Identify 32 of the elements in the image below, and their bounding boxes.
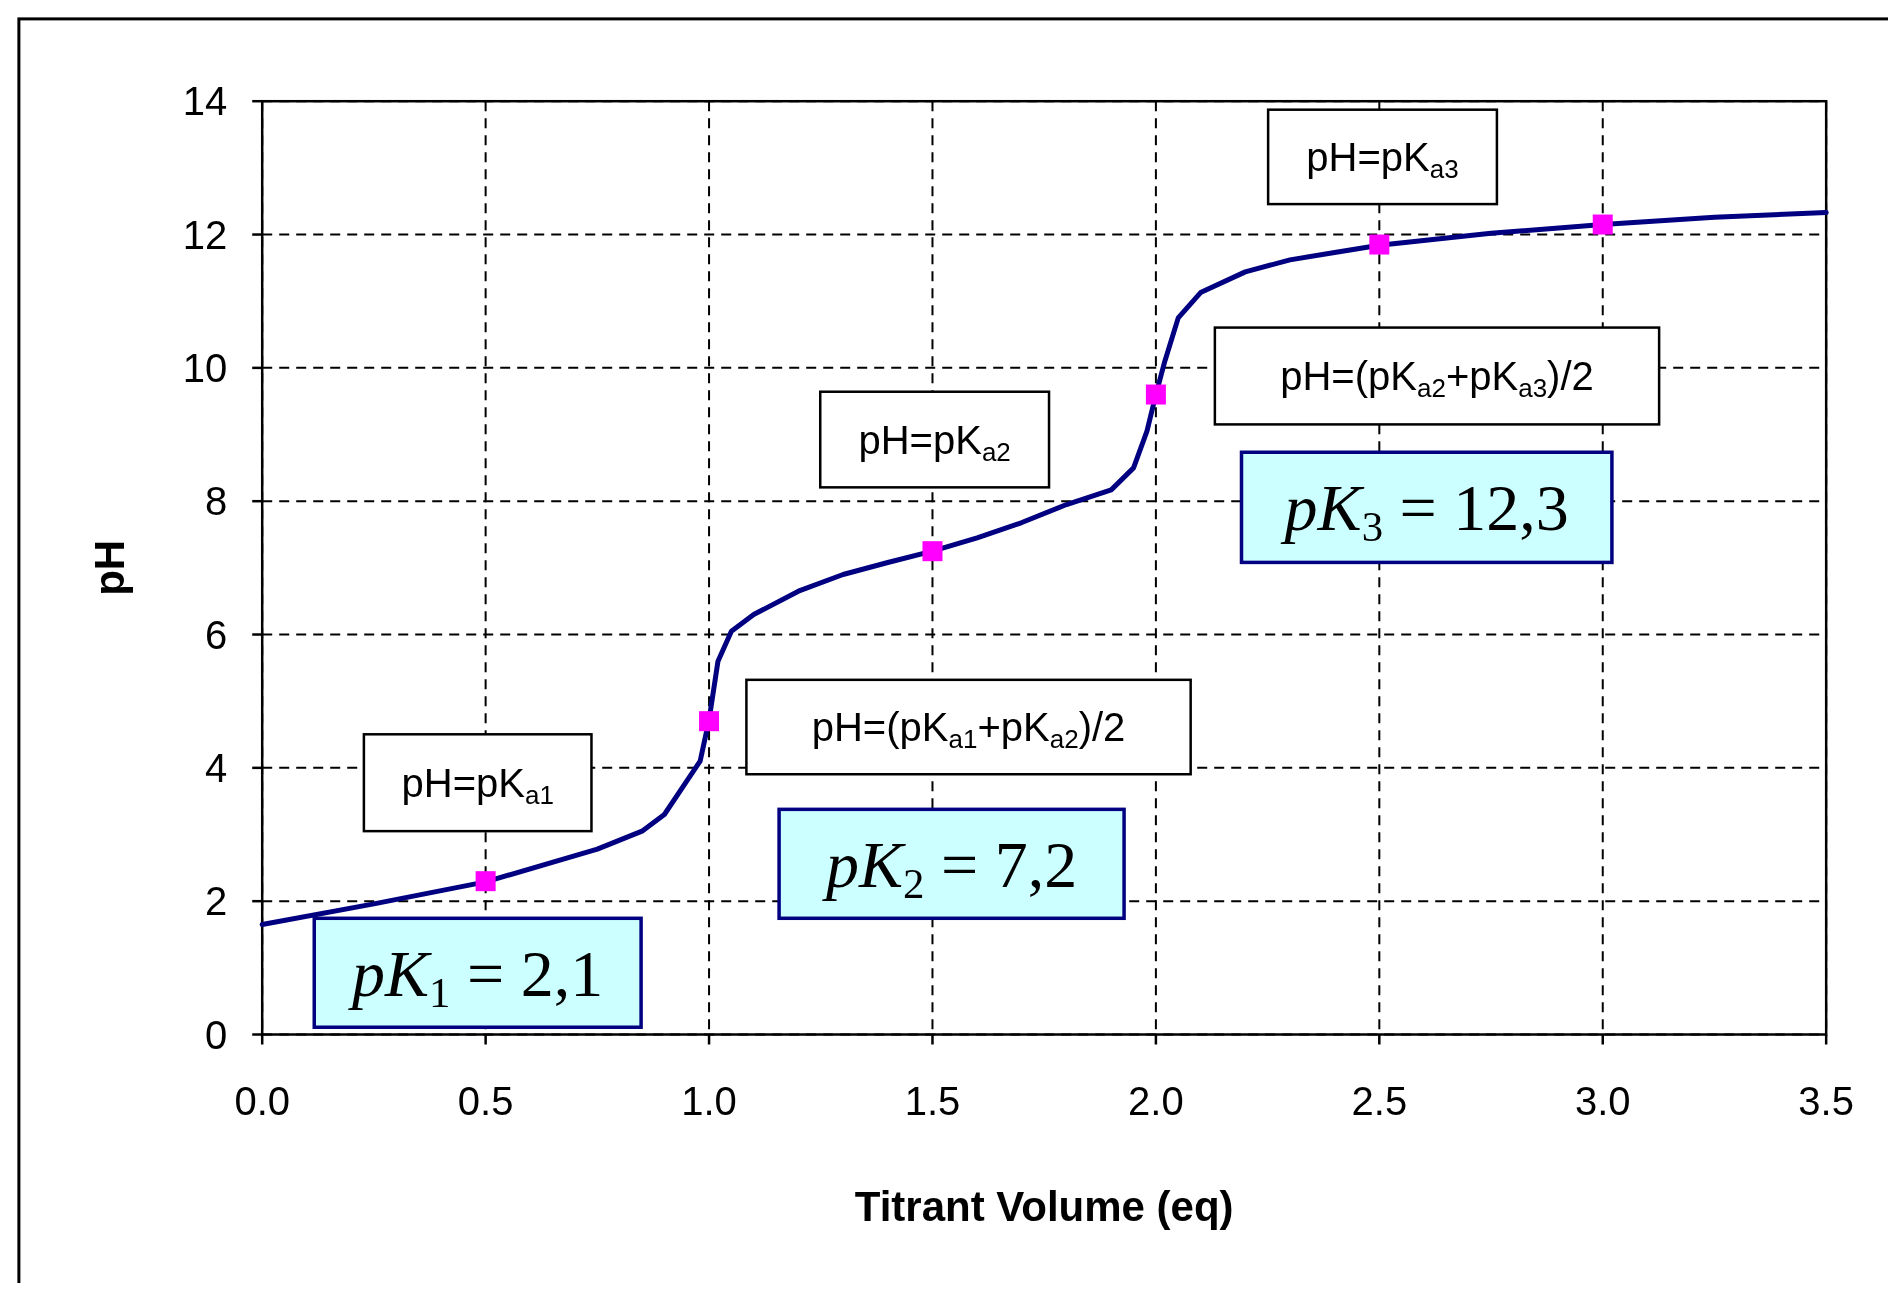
annotation: pH=pK$_{a3}$ bbox=[1306, 134, 1459, 184]
x-axis-title: Titrant Volume (eq) bbox=[854, 1182, 1234, 1230]
y-tick-label: 2 bbox=[204, 879, 228, 924]
y-tick-label: 6 bbox=[204, 612, 228, 657]
x-tick-label: 2.5 bbox=[1351, 1078, 1408, 1123]
x-tick-label: 0.0 bbox=[234, 1078, 291, 1123]
x-tick-label: 1.0 bbox=[681, 1078, 737, 1123]
x-tick-label: 2.0 bbox=[1128, 1078, 1184, 1123]
y-tick-label: 8 bbox=[204, 479, 228, 524]
annotation: pK$_{3}$ = 12,3 bbox=[1280, 471, 1569, 551]
y-tick-label: 4 bbox=[204, 745, 228, 790]
y-tick-label: 10 bbox=[182, 345, 228, 390]
point bbox=[699, 711, 720, 732]
x-tick-label: 0.5 bbox=[457, 1078, 514, 1123]
y-axis-title: pH bbox=[86, 539, 134, 596]
x-tick-label: 1.5 bbox=[904, 1078, 961, 1123]
y-tick-label: 14 bbox=[182, 79, 228, 124]
annotation: pH=(pK$_{a1}$+pK$_{a2}$)/2 bbox=[811, 705, 1126, 754]
point bbox=[1369, 234, 1390, 255]
point bbox=[1145, 384, 1166, 405]
y-tick-label: 0 bbox=[204, 1012, 228, 1057]
point bbox=[922, 541, 943, 562]
y-tick-label: 12 bbox=[182, 212, 228, 257]
annotation: pH=pK$_{a1}$ bbox=[401, 760, 554, 810]
point bbox=[1592, 214, 1613, 235]
point bbox=[475, 871, 496, 892]
annotation: pK$_{2}$ = 7,2 bbox=[821, 827, 1078, 907]
annotation: pH=pK$_{a2}$ bbox=[858, 417, 1011, 467]
x-tick-label: 3.5 bbox=[1798, 1078, 1854, 1123]
annotation: pK$_{1}$ = 2,1 bbox=[348, 936, 604, 1016]
annotation: pH=(pK$_{a2}$+pK$_{a3}$)/2 bbox=[1280, 353, 1594, 403]
x-tick-label: 3.0 bbox=[1574, 1078, 1631, 1123]
